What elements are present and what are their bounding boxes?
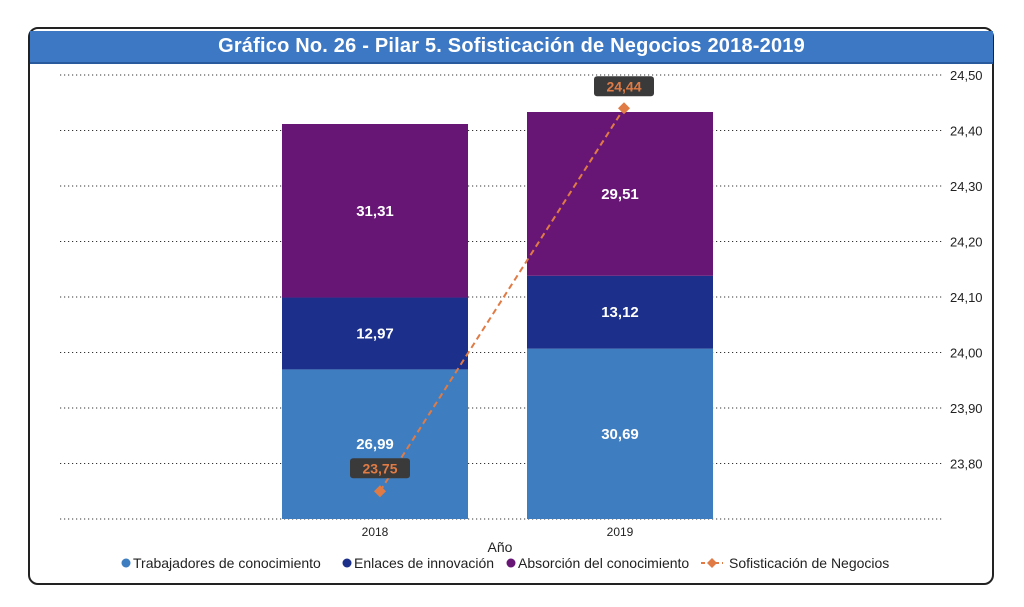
bar-value-label: 29,51: [601, 186, 639, 203]
y2-tick-label: 23,80: [950, 457, 983, 472]
y2-tick-label: 24,20: [950, 235, 983, 250]
line-label-box: [594, 76, 654, 97]
line-label-box: [350, 458, 410, 479]
legend-marker: [707, 558, 717, 568]
bar-value-label: 13,12: [601, 304, 639, 321]
bar-value-label: 26,99: [356, 436, 394, 453]
line-marker: [374, 485, 386, 498]
legend-label: Trabajadores de conocimiento: [133, 555, 321, 571]
line-series-sofisticacion: [379, 107, 625, 492]
legend-marker: [506, 558, 516, 568]
legend-marker: [342, 558, 352, 568]
chart-frame: [28, 27, 994, 585]
y2-tick-label: 24,30: [950, 179, 983, 194]
bar-segment: [527, 275, 713, 349]
legend-label: Sofisticación de Negocios: [729, 555, 889, 571]
bar-segment: [282, 124, 468, 298]
line-value-label: 23,75: [362, 460, 397, 476]
x-tick-label: 2019: [607, 525, 634, 539]
bar-segment: [282, 297, 468, 370]
line-marker: [618, 102, 630, 115]
chart-title-bar: Gráfico No. 26 - Pilar 5. Sofisticación …: [30, 31, 993, 64]
y2-tick-label: 24,00: [950, 346, 983, 361]
y2-tick-label: 24,40: [950, 124, 983, 139]
y2-tick-label: 23,90: [950, 401, 983, 416]
bar-value-label: 31,31: [356, 203, 394, 220]
legend-label: Absorción del conocimiento: [518, 555, 689, 571]
y2-tick-label: 24,50: [950, 68, 983, 83]
chart-title: Gráfico No. 26 - Pilar 5. Sofisticación …: [218, 35, 805, 57]
line-value-label: 24,44: [606, 78, 641, 94]
x-axis-label: Año: [488, 539, 513, 555]
x-tick-label: 2018: [362, 525, 389, 539]
bar-segment: [282, 369, 468, 519]
y2-tick-label: 24,10: [950, 290, 983, 305]
legend-label: Enlaces de innovación: [354, 555, 494, 571]
bar-segment: [527, 112, 713, 276]
bar-segment: [527, 348, 713, 519]
bar-value-label: 12,97: [356, 325, 394, 342]
legend-marker: [121, 558, 131, 568]
bar-value-label: 30,69: [601, 426, 639, 443]
